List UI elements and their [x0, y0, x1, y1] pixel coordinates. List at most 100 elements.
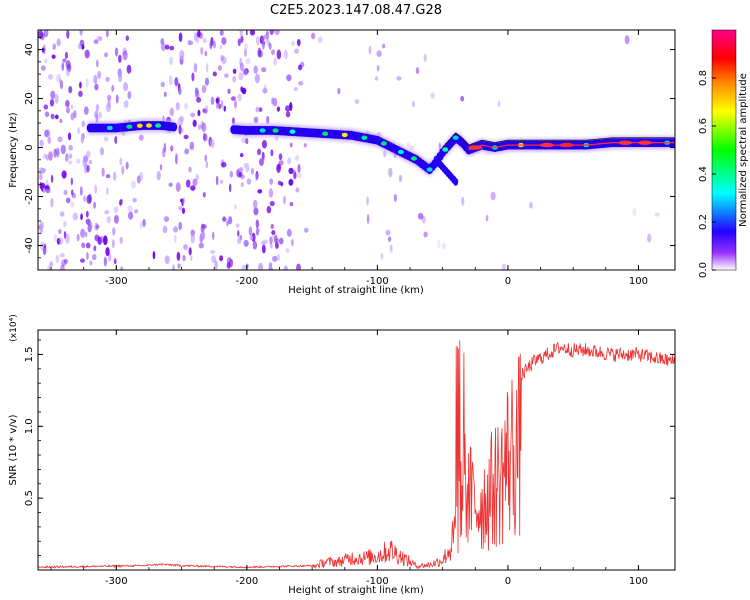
- spectrogram-noise-blob: [163, 91, 167, 98]
- spectrogram-noise-blob: [63, 220, 67, 228]
- spectrogram-noise-blob: [237, 38, 241, 47]
- snr-panel: -300 -200 -100 0 100 0.5 1.0 1.5 Height of str…: [8, 314, 676, 596]
- spectrogram-noise-blob: [105, 246, 110, 257]
- spectrogram-noise-blob: [188, 166, 192, 173]
- spectrogram-noise-blob: [228, 216, 233, 225]
- spectrogram-noise-blob: [192, 119, 197, 128]
- spectrogram-noise-blob: [217, 65, 222, 72]
- spectrogram-noise-blob: [376, 65, 380, 72]
- spectrogram-noise-blob: [196, 89, 200, 100]
- spectrogram-noise-blob: [201, 85, 207, 94]
- spectrogram-noise-blob: [296, 38, 301, 47]
- spectrogram-noise-blob: [47, 74, 54, 80]
- spectrogram-noise: [38, 30, 660, 270]
- spectrogram-y-axis: -40 -20 0 20 40: [24, 36, 675, 271]
- spectrogram-noise-blob: [243, 239, 249, 247]
- spectrogram-noise-blob: [198, 124, 202, 131]
- spectrogram-noise-blob: [174, 77, 179, 87]
- spectrogram-noise-blob: [396, 76, 402, 81]
- spectrogram-noise-blob: [286, 74, 292, 82]
- x-tick-label: 100: [629, 576, 648, 587]
- spectrogram-noise-blob: [228, 258, 234, 268]
- spectrogram-noise-blob: [132, 197, 137, 203]
- y-tick-label: 20: [24, 92, 35, 105]
- spectrogram-noise-blob: [80, 228, 86, 238]
- spectrogram-noise-blob: [103, 136, 109, 142]
- spectrogram-noise-blob: [100, 235, 104, 243]
- spectrogram-marks: [38, 30, 675, 270]
- spectrogram-noise-blob: [175, 182, 181, 192]
- spectrogram-noise-blob: [68, 144, 74, 151]
- spectrogram-noise-blob: [294, 48, 300, 54]
- spectrogram-noise-blob: [235, 223, 240, 228]
- x-tick-label: -100: [366, 276, 389, 287]
- spectrogram-noise-blob: [94, 234, 100, 242]
- spectrogram-noise-blob: [210, 96, 215, 105]
- spectrogram-noise-blob: [274, 30, 280, 36]
- spectrogram-noise-blob: [44, 185, 50, 191]
- spectrogram-noise-blob: [172, 264, 175, 270]
- spectrogram-noise-blob: [68, 160, 73, 165]
- spectrogram-noise-blob: [209, 139, 215, 149]
- spectrogram-noise-blob: [179, 49, 185, 60]
- snr-x-label: Height of straight line (km): [288, 585, 424, 596]
- spectrogram-noise-blob: [169, 56, 174, 66]
- spectrogram-noise-blob: [56, 238, 61, 244]
- spectrogram-noise-blob: [204, 50, 208, 57]
- spectrogram-noise-blob: [113, 206, 119, 214]
- spectrogram-noise-blob: [255, 219, 260, 229]
- spectrogram-noise-blob: [174, 234, 177, 243]
- spectrogram-noise-blob: [283, 49, 288, 60]
- ridge-peak: [380, 141, 387, 146]
- spectrogram-noise-blob: [177, 263, 181, 269]
- ridge-peak: [272, 128, 279, 133]
- spectrogram-noise-blob: [200, 120, 204, 130]
- spectrogram-noise-blob: [84, 163, 88, 174]
- spectrogram-noise-blob: [261, 67, 267, 73]
- ridge-peak: [106, 125, 113, 131]
- spectrogram-noise-blob: [182, 254, 186, 262]
- spectrogram-noise-blob: [45, 188, 51, 194]
- spectrogram-noise-blob: [97, 71, 102, 79]
- spectrogram-noise-blob: [79, 30, 83, 36]
- spectrogram-noise-blob: [221, 161, 227, 168]
- spectrogram-noise-blob: [258, 49, 264, 58]
- x-tick-label: -100: [366, 576, 389, 587]
- spectrogram-noise-blob: [67, 132, 72, 141]
- spectrogram-noise-blob: [178, 205, 183, 211]
- spectrogram-noise-blob: [86, 251, 89, 260]
- spectrogram-noise-blob: [202, 37, 207, 44]
- x-tick-label: -300: [105, 576, 128, 587]
- spectrogram-noise-blob: [134, 209, 139, 214]
- spectrogram-noise-blob: [176, 251, 181, 261]
- spectrogram-noise-blob: [88, 159, 93, 165]
- spectrogram-noise-blob: [297, 64, 303, 71]
- x-tick-label: -200: [236, 576, 259, 587]
- spectrogram-noise-blob: [231, 117, 235, 124]
- spectrogram-noise-blob: [115, 94, 119, 104]
- spectrogram-noise-blob: [242, 69, 248, 76]
- spectrogram-noise-blob: [485, 214, 489, 222]
- spectrogram-noise-blob: [106, 216, 111, 224]
- spectrogram-noise-blob: [39, 227, 44, 234]
- spectrogram-noise-blob: [182, 197, 186, 205]
- spectrogram-noise-blob: [50, 113, 55, 120]
- spectrogram-noise-blob: [39, 139, 44, 147]
- spectrogram-noise-blob: [233, 99, 237, 109]
- spectrogram-noise-blob: [460, 95, 465, 102]
- spectrogram-x-label: Height of straight line (km): [288, 285, 424, 296]
- spectrogram-noise-blob: [55, 254, 60, 264]
- spectrogram-noise-blob: [257, 47, 262, 58]
- spectrogram-noise-blob: [220, 100, 224, 109]
- spectrogram-noise-blob: [232, 68, 237, 74]
- spectrogram-noise-blob: [178, 221, 183, 231]
- spectrogram-noise-blob: [269, 236, 273, 245]
- spectrogram-noise-blob: [289, 201, 294, 207]
- spectrogram-noise-blob: [221, 37, 227, 45]
- spectrogram-noise-blob: [293, 86, 298, 92]
- spectrogram-noise-blob: [183, 244, 188, 250]
- spectrogram-noise-blob: [61, 259, 67, 267]
- spectrogram-noise-blob: [269, 243, 273, 249]
- spectrogram-noise-blob: [54, 114, 59, 120]
